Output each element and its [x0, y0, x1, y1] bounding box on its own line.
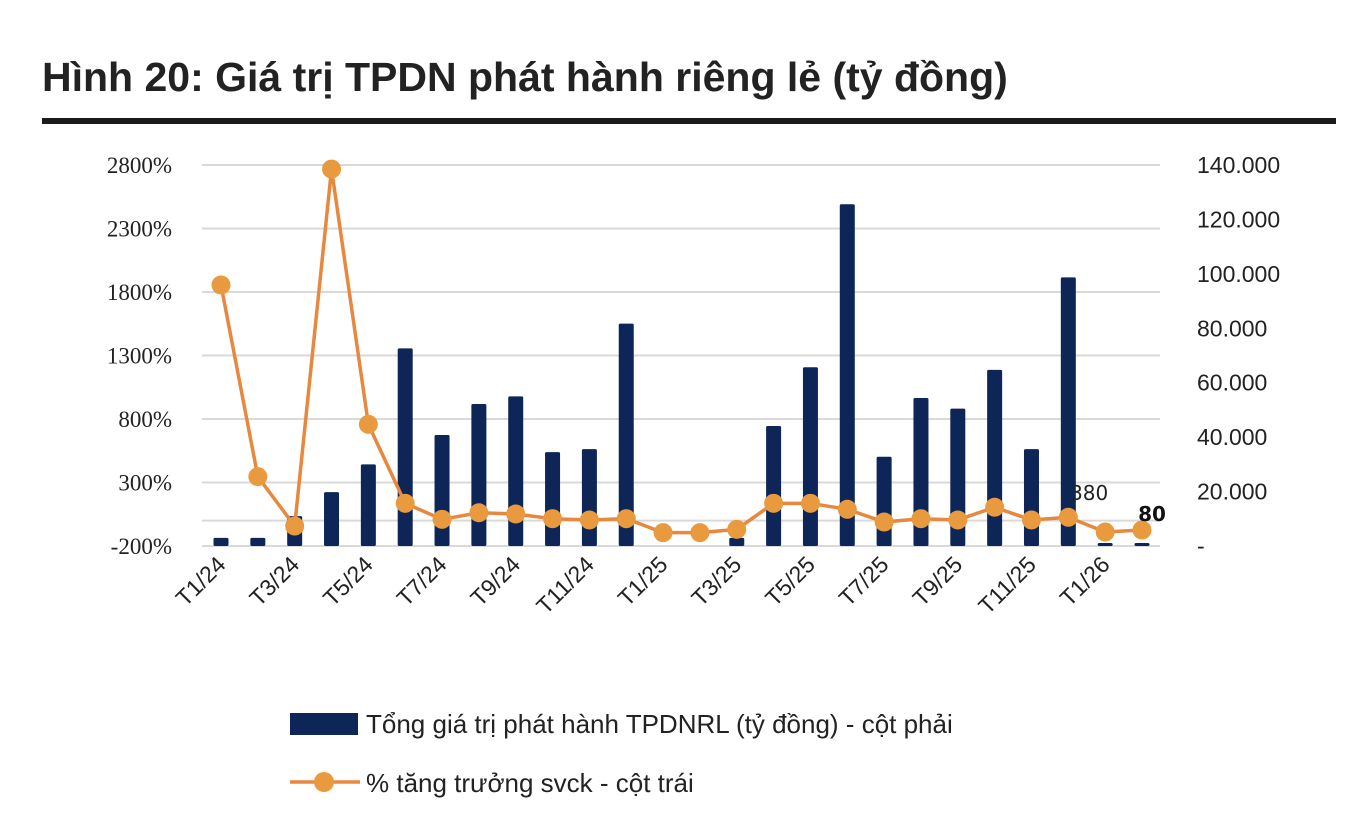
growth-point: [248, 467, 268, 487]
bar: [618, 323, 634, 546]
growth-point: [322, 159, 342, 179]
growth-line: [211, 159, 1152, 543]
bar: [545, 452, 561, 546]
right-tick-label: 120.000: [1197, 206, 1280, 232]
growth-point: [285, 516, 305, 536]
bar: [1097, 543, 1113, 546]
x-tick-label: T9/25: [907, 551, 967, 611]
bar: [1023, 449, 1039, 546]
growth-point: [874, 512, 894, 532]
x-tick-label: T11/24: [531, 551, 599, 619]
left-tick-label: 300%: [118, 471, 172, 496]
right-tick-label: 60.000: [1197, 370, 1267, 396]
x-tick-label: T11/25: [973, 551, 1041, 619]
growth-point: [653, 523, 673, 543]
right-tick-label: 100.000: [1197, 261, 1280, 287]
x-tick-label: T5/25: [760, 551, 820, 611]
x-tick-label: T3/24: [244, 551, 304, 611]
growth-point: [1095, 522, 1115, 542]
right-tick-label: 20.000: [1197, 479, 1267, 505]
growth-point: [432, 509, 452, 529]
bar: [324, 492, 340, 546]
growth-point: [1132, 520, 1152, 540]
bar: [471, 403, 487, 546]
growth-point: [764, 493, 784, 513]
growth-point: [727, 519, 747, 539]
bar: [729, 537, 745, 546]
bar: [213, 537, 229, 546]
legend-bar-swatch: [290, 713, 358, 735]
legend-line-marker: [314, 772, 334, 792]
growth-point: [911, 509, 931, 529]
x-tick-label: T1/26: [1055, 551, 1115, 611]
growth-point: [985, 497, 1005, 517]
bar: [250, 537, 266, 546]
bar: [766, 425, 782, 546]
growth-point: [800, 493, 820, 513]
left-tick-label: 800%: [118, 407, 172, 432]
bar: [1134, 543, 1150, 546]
growth-point: [506, 504, 526, 524]
growth-point: [1021, 510, 1041, 530]
growth-point: [211, 275, 231, 295]
data-label: 80: [1138, 502, 1166, 526]
bar: [434, 434, 450, 546]
growth-point: [837, 499, 857, 519]
growth-point: [579, 510, 599, 530]
left-tick-label: 1800%: [107, 280, 172, 305]
x-tick-label: T3/25: [686, 551, 746, 611]
left-tick-label: 2800%: [107, 153, 172, 178]
bar: [360, 464, 376, 546]
growth-point: [948, 510, 968, 530]
right-tick-label: -: [1197, 533, 1205, 559]
x-tick-label: T1/24: [171, 551, 231, 611]
growth-point: [395, 493, 415, 513]
bar: [397, 348, 413, 546]
figure-title: Hình 20: Giá trị TPDN phát hành riêng lẻ…: [42, 54, 1008, 100]
growth-point: [1058, 507, 1078, 527]
growth-point: [690, 523, 710, 543]
x-tick-label: T1/25: [613, 551, 673, 611]
growth-line-path: [219, 168, 1143, 535]
bar: [581, 449, 597, 546]
right-tick-label: 40.000: [1197, 424, 1267, 450]
left-tick-label: 1300%: [107, 344, 172, 369]
x-tick-label: T5/24: [318, 551, 378, 611]
left-tick-label: 2300%: [107, 217, 172, 242]
right-tick-label: 80.000: [1197, 315, 1267, 341]
left-axis: -200% 300% 800% 1300% 1800% 2300% 2800%: [107, 153, 172, 559]
x-tick-label: T9/24: [465, 551, 525, 611]
legend-line-label: % tăng trưởng svck - cột trái: [366, 768, 694, 798]
data-labels: 380 80: [1070, 481, 1166, 526]
growth-point: [616, 509, 636, 529]
right-axis: - 20.000 40.000 60.000 80.000 100.000 120.000 1…: [1197, 152, 1280, 559]
gridlines: [202, 164, 1160, 547]
title-rule: [42, 118, 1336, 124]
bar: [508, 396, 524, 546]
bar: [1060, 277, 1076, 546]
bar: [987, 369, 1003, 546]
legend: Tổng giá trị phát hành TPDNRL (tỷ đồng) …: [290, 709, 953, 798]
bar: [802, 367, 818, 546]
bar: [839, 204, 855, 546]
data-label: 380: [1070, 481, 1108, 505]
right-tick-label: 140.000: [1197, 152, 1280, 178]
left-tick-label: -200%: [111, 534, 172, 559]
bars: [213, 204, 1150, 546]
bar: [876, 456, 892, 546]
legend-bar-label: Tổng giá trị phát hành TPDNRL (tỷ đồng) …: [366, 709, 953, 739]
x-tick-label: T7/24: [392, 551, 452, 611]
growth-point: [358, 414, 378, 434]
x-axis: T1/24 T3/24 T5/24 T7/24 T9/24 T11/24 T1/25 T3/2…: [171, 551, 1115, 619]
growth-point: [543, 509, 563, 529]
bar: [913, 397, 929, 546]
x-tick-label: T7/25: [834, 551, 894, 611]
growth-point: [469, 503, 489, 523]
